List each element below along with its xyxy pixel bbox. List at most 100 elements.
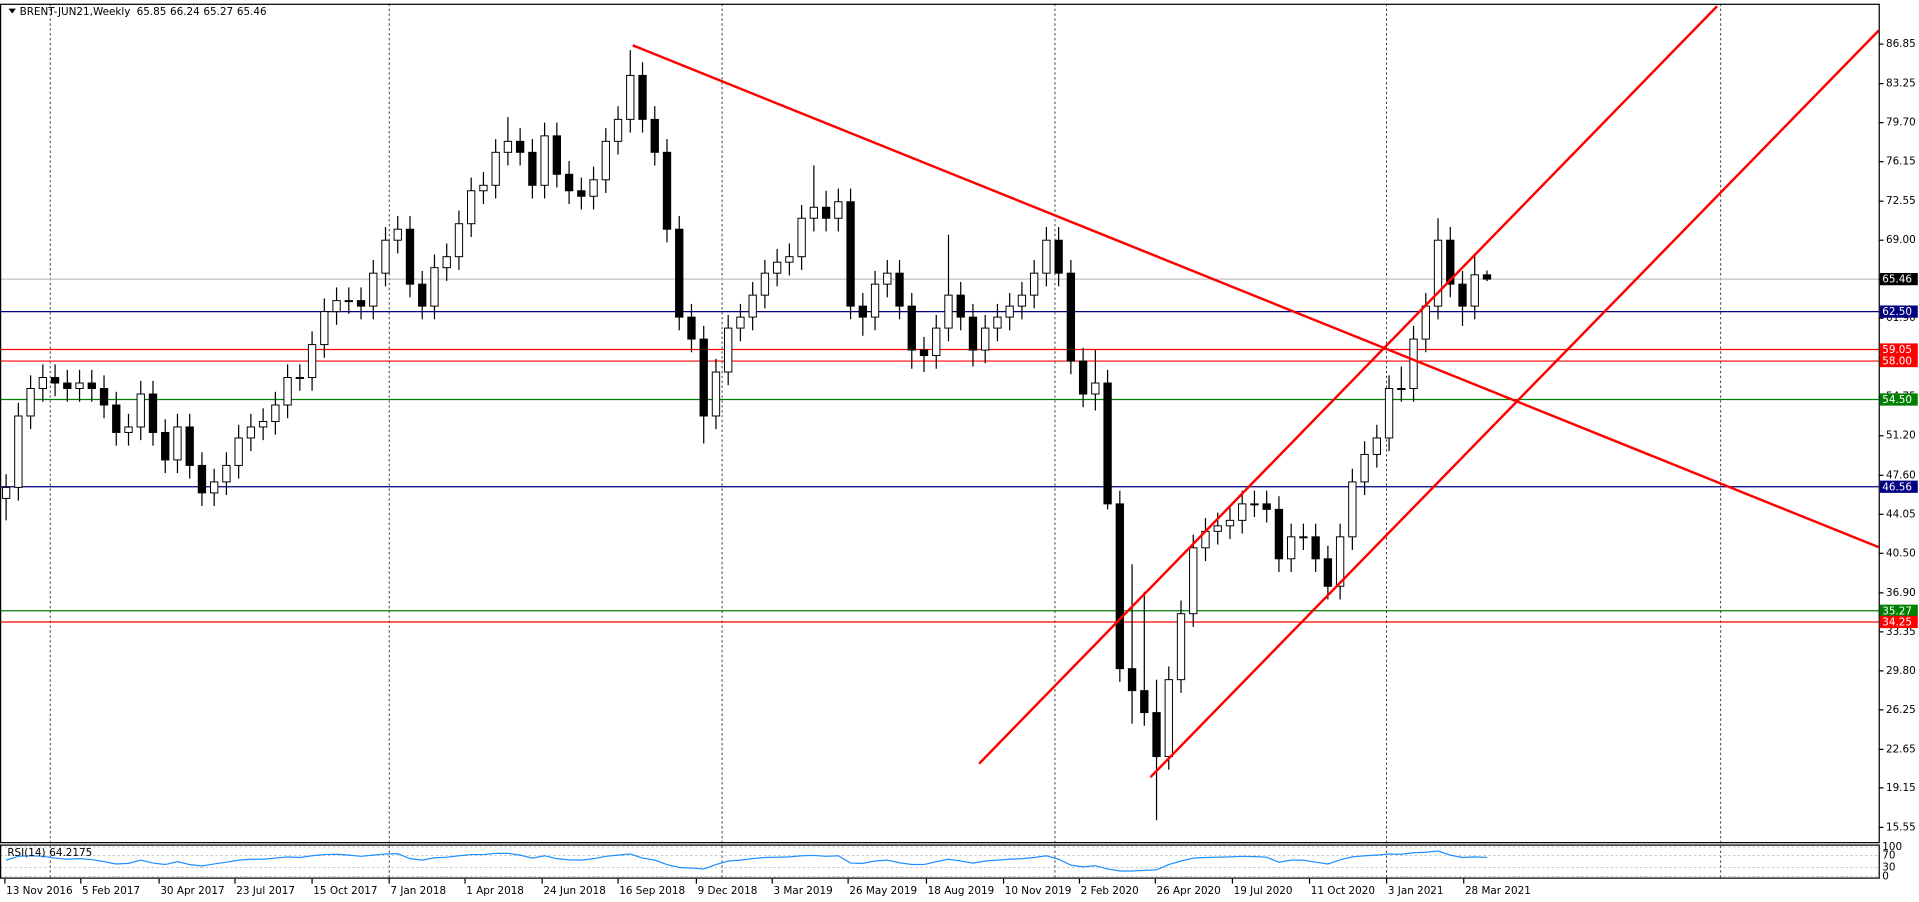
price-tag xyxy=(1879,604,1918,617)
rsi-tick-label: 100 xyxy=(1882,841,1902,853)
y-tick-label: 15.55 xyxy=(1886,821,1916,833)
price-tag xyxy=(1879,615,1918,629)
x-tick-label: 19 Jul 2020 xyxy=(1234,885,1293,897)
header-close: 65.46 xyxy=(237,6,267,18)
candle-body xyxy=(14,415,23,488)
x-tick-label: 23 Jul 2017 xyxy=(236,885,295,897)
candle-body xyxy=(112,404,121,433)
candle-body xyxy=(650,118,659,153)
x-tick-label: 26 May 2019 xyxy=(849,885,917,897)
candle-body xyxy=(809,206,819,219)
rsi-tick-label: 0 xyxy=(1882,870,1889,882)
candle-body xyxy=(467,190,476,225)
y-tick-label: 40.50 xyxy=(1886,547,1916,559)
y-tick-label: 19.15 xyxy=(1886,782,1916,794)
candle-body xyxy=(161,431,170,461)
x-tick-label: 16 Sep 2018 xyxy=(619,885,685,897)
candle-body xyxy=(846,201,855,307)
candle-body xyxy=(736,316,745,329)
candle-body xyxy=(491,151,500,186)
y-tick-label: 36.90 xyxy=(1886,587,1916,599)
rsi-tick-label: 70 xyxy=(1882,850,1895,862)
candle-body xyxy=(797,217,806,258)
candle-body xyxy=(662,151,672,230)
candle-body xyxy=(858,305,867,318)
candle-body xyxy=(222,464,231,483)
rsi-name: RSI(14) xyxy=(7,847,45,859)
candle-body xyxy=(1360,453,1369,483)
y-tick-label: 26.25 xyxy=(1886,704,1916,716)
candle-body xyxy=(1005,305,1014,318)
candle-body xyxy=(356,300,366,307)
x-tick-label: 10 Nov 2019 xyxy=(1005,885,1072,897)
candle-body xyxy=(430,267,439,307)
candle-body xyxy=(320,311,329,346)
candle-body xyxy=(515,140,525,153)
candle-body xyxy=(944,294,953,329)
candle-body xyxy=(87,382,96,390)
candle-body xyxy=(1213,525,1222,532)
rsi-tick-label: 30 xyxy=(1882,861,1895,873)
candle-body xyxy=(307,344,317,379)
candle-body xyxy=(75,382,84,390)
candle-body xyxy=(479,184,488,192)
y-tick-label: 83.25 xyxy=(1886,78,1916,90)
candle-body xyxy=(1287,536,1296,560)
candle-body xyxy=(870,283,880,318)
price-tag xyxy=(1879,480,1918,493)
candle-body xyxy=(528,151,537,186)
candle-body xyxy=(50,377,60,384)
price-tag-label: 59.05 xyxy=(1882,344,1912,356)
candle-body xyxy=(1409,338,1418,390)
candle-body xyxy=(1127,668,1137,692)
candle-body xyxy=(589,179,598,197)
price-tag xyxy=(1879,393,1918,406)
candle-body xyxy=(295,377,305,380)
candle-body xyxy=(99,388,109,406)
candle-body xyxy=(1299,536,1308,539)
candle-body xyxy=(283,377,292,406)
price-tag-label: 35.27 xyxy=(1882,605,1912,617)
candle-body xyxy=(993,316,1002,329)
candle-body xyxy=(1189,547,1198,615)
candle-body xyxy=(1164,679,1173,758)
x-tick-label: 24 Jun 2018 xyxy=(543,885,606,897)
candle-body xyxy=(834,201,843,219)
candle-body xyxy=(63,382,72,390)
price-tag xyxy=(1879,272,1918,286)
x-tick-label: 18 Aug 2019 xyxy=(928,885,995,897)
price-tag-label: 46.56 xyxy=(1882,481,1912,493)
candle-body xyxy=(613,118,623,142)
candle-body xyxy=(760,272,770,296)
candle-body xyxy=(907,305,916,351)
price-tag-label: 65.46 xyxy=(1882,274,1912,286)
candle-body xyxy=(1384,388,1394,439)
rsi-line xyxy=(5,850,1488,872)
candle-body xyxy=(1066,272,1076,362)
candle-body xyxy=(1238,503,1247,521)
collapse-icon[interactable] xyxy=(8,8,16,14)
candle-body xyxy=(197,464,207,494)
candle-body xyxy=(1029,272,1039,296)
candle-body xyxy=(1,486,11,499)
candle-body xyxy=(185,426,194,466)
header-low: 65.27 xyxy=(203,6,233,18)
price-tag xyxy=(1879,343,1918,356)
candle-body xyxy=(1311,536,1320,560)
candle-body xyxy=(258,420,268,428)
candle-body xyxy=(173,426,182,461)
header-open: 65.85 xyxy=(137,6,167,18)
candle-body xyxy=(381,239,390,274)
candle-body xyxy=(1054,239,1063,274)
y-tick-label: 22.65 xyxy=(1886,743,1916,755)
candle-body xyxy=(552,135,562,175)
price-tag-label: 62.50 xyxy=(1882,306,1912,318)
plot-layer xyxy=(1,5,1880,872)
candle-body xyxy=(369,272,378,307)
candle-body xyxy=(895,272,904,307)
candle-body xyxy=(540,135,549,186)
x-tick-label: 28 Mar 2021 xyxy=(1465,885,1531,897)
candle-body xyxy=(1348,481,1357,538)
candle-body xyxy=(1274,508,1284,560)
trend-line xyxy=(632,44,1880,549)
